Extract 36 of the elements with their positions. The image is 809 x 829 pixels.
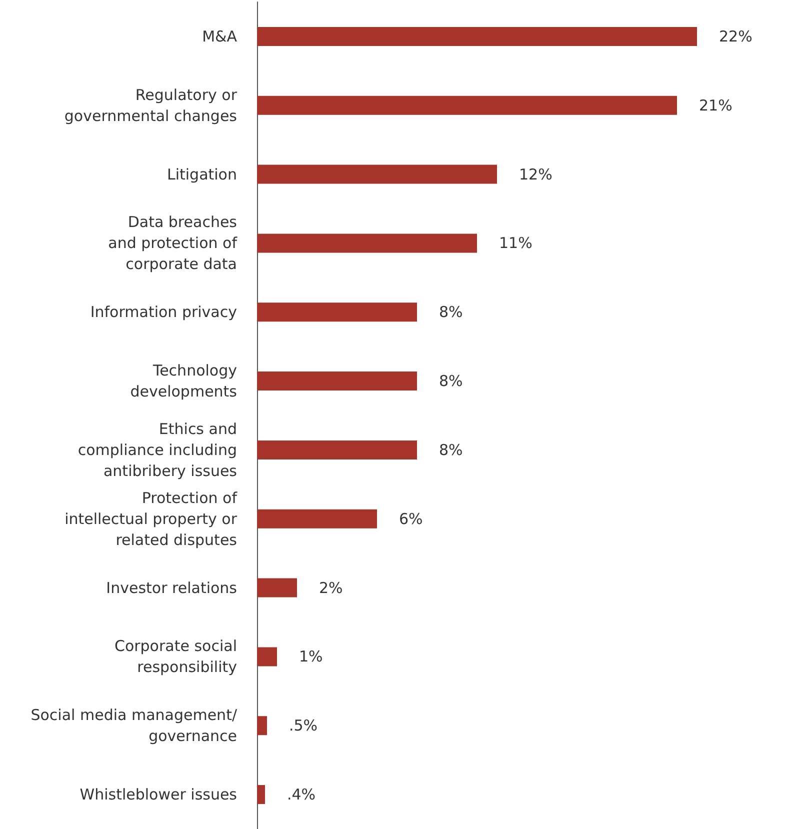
bar: [257, 509, 377, 528]
data-label: 8%: [439, 303, 463, 322]
bar: [257, 302, 417, 322]
bar: [257, 26, 697, 46]
data-label: .4%: [287, 786, 316, 804]
bar: [257, 647, 277, 666]
bar: [257, 372, 417, 391]
bar: [257, 785, 265, 804]
y-tick-label: M&A: [202, 27, 238, 46]
data-label: 11%: [499, 234, 532, 252]
data-label: .5%: [289, 716, 318, 735]
y-tick-label: Whistleblower issues: [80, 786, 238, 804]
bar: [257, 440, 417, 460]
y-tick-label: Technology developments: [130, 362, 238, 401]
y-tick-label: Social media management/ governance: [30, 706, 238, 746]
data-label: 2%: [319, 578, 343, 597]
y-tick-label: Regulatory or governmental changes: [64, 86, 238, 125]
data-label: 8%: [439, 372, 463, 390]
y-tick-label: Protection of intellectual property or related disputes: [64, 488, 238, 549]
data-label: 21%: [699, 96, 732, 114]
bar: [257, 164, 497, 184]
y-tick-label: Litigation: [166, 165, 237, 184]
bar: [257, 96, 677, 115]
y-tick-label: Ethics and compliance including antibribery issues: [78, 420, 238, 480]
bar: [257, 716, 267, 736]
bar: [257, 578, 297, 598]
data-label: 8%: [439, 440, 463, 459]
bar: [257, 234, 477, 253]
y-tick-label: Information privacy: [90, 303, 238, 322]
y-tick-label: Investor relations: [106, 578, 238, 597]
data-label: 1%: [299, 648, 323, 666]
y-tick-label: Corporate social responsibility: [114, 637, 238, 676]
data-label: 22%: [719, 27, 752, 46]
data-label: 12%: [519, 165, 552, 184]
data-label: 6%: [399, 510, 423, 528]
y-tick-label: Data breaches and protection of corporate data: [108, 213, 238, 274]
